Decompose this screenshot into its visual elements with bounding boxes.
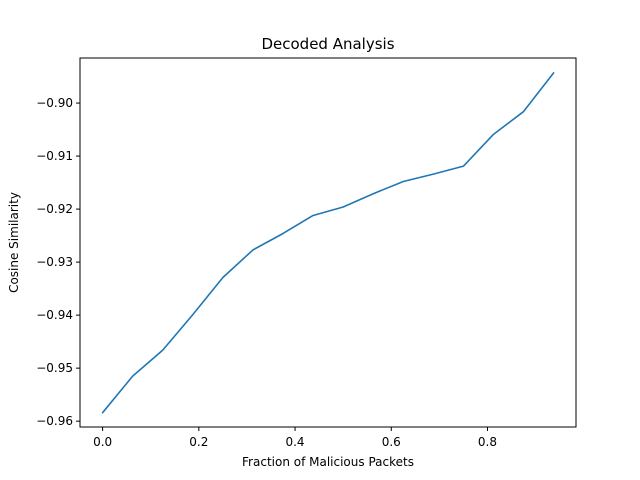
plot-frame	[79, 57, 577, 428]
x-tick-label: 0.4	[285, 435, 304, 449]
y-axis: −0.96 −0.95 −0.94 −0.93 −0.92 −0.91 −0.90	[36, 96, 80, 428]
y-tick-label: −0.90	[36, 96, 73, 110]
y-tick-label: −0.94	[36, 308, 73, 322]
chart-title: Decoded Analysis	[261, 35, 394, 53]
x-tick-label: 0.6	[382, 435, 401, 449]
x-axis-label: Fraction of Malicious Packets	[242, 455, 414, 469]
x-tick-label: 0.8	[478, 435, 497, 449]
y-axis-label: Cosine Similarity	[7, 192, 21, 293]
plot-area	[101, 72, 555, 414]
y-tick-label: −0.95	[36, 361, 73, 375]
series-line	[101, 72, 555, 414]
y-tick-label: −0.91	[36, 149, 73, 163]
x-tick-label: 0.2	[189, 435, 208, 449]
y-tick-label: −0.93	[36, 255, 73, 269]
x-axis: 0.0 0.2 0.4 0.6 0.8	[93, 427, 497, 449]
x-tick-label: 0.0	[93, 435, 112, 449]
y-tick-label: −0.96	[36, 414, 73, 428]
y-tick-label: −0.92	[36, 202, 73, 216]
